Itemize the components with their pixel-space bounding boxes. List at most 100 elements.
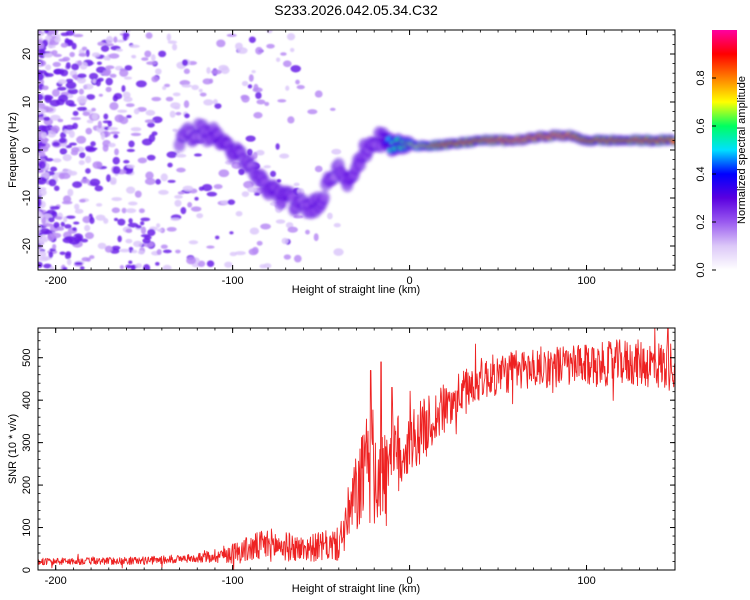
noise-blob	[88, 147, 98, 151]
noise-blob	[52, 243, 57, 250]
noise-blob	[78, 88, 84, 95]
colorbar-tick-label: 0.6	[695, 118, 707, 133]
y-tick-label: 300	[21, 433, 33, 451]
noise-blob	[175, 249, 181, 254]
noise-blob	[128, 140, 135, 148]
noise-blob	[65, 81, 77, 89]
noise-blob	[65, 215, 76, 219]
noise-blob	[307, 109, 318, 115]
noise-blob	[103, 55, 110, 61]
noise-blob	[174, 194, 183, 199]
noise-blob	[76, 95, 88, 104]
noise-blob	[255, 91, 262, 100]
noise-blob	[122, 35, 128, 41]
noise-blob	[155, 261, 160, 266]
noise-blob	[144, 50, 152, 58]
y-tick-label: 400	[21, 391, 33, 409]
noise-blob	[72, 181, 83, 189]
noise-blob	[218, 169, 230, 178]
noise-blob	[53, 68, 65, 75]
noise-blob	[175, 153, 187, 158]
noise-blob	[95, 203, 103, 207]
noise-blob	[296, 84, 305, 90]
noise-blob	[111, 207, 121, 214]
snr-x-axis: -200 -100 0 100	[37, 328, 676, 587]
noise-blob	[289, 47, 295, 53]
noise-blob	[252, 151, 258, 160]
noise-blob	[206, 66, 211, 74]
noise-blob	[74, 208, 84, 214]
noise-blob	[60, 42, 68, 48]
y-tick-label: -10	[21, 190, 33, 206]
snr-x-label: Height of straight line (km)	[292, 583, 420, 595]
noise-blob	[326, 212, 333, 220]
noise-blob	[89, 216, 95, 225]
noise-blob	[264, 101, 270, 106]
noise-blob	[40, 137, 49, 143]
noise-blob	[127, 201, 138, 206]
noise-blob	[203, 99, 214, 106]
noise-blob	[95, 214, 106, 221]
noise-blob	[43, 116, 51, 121]
noise-blob	[305, 229, 310, 235]
noise-blob	[62, 154, 72, 162]
noise-blob	[38, 108, 47, 114]
noise-blob	[38, 198, 42, 207]
noise-blob	[197, 260, 206, 267]
noise-blob	[113, 134, 119, 139]
noise-blob	[275, 143, 280, 150]
noise-blob	[251, 70, 256, 74]
noise-blob	[121, 85, 126, 93]
noise-blob	[247, 84, 253, 89]
noise-blob	[144, 119, 155, 124]
noise-blob	[53, 185, 60, 192]
noise-blob	[38, 61, 42, 68]
noise-blob	[67, 188, 74, 197]
noise-blob	[150, 54, 156, 62]
noise-blob	[166, 226, 177, 232]
noise-blob	[121, 30, 131, 33]
noise-blob	[38, 39, 43, 44]
noise-blob	[287, 116, 295, 124]
x-tick-label: 100	[577, 275, 595, 287]
colorbar-label: Normalized spectral amplitude	[736, 76, 748, 224]
noise-blob	[224, 261, 233, 268]
noise-blob	[57, 118, 64, 123]
noise-blob	[167, 179, 176, 183]
noise-blob	[151, 96, 162, 102]
noise-blob	[151, 75, 159, 83]
noise-blob	[63, 216, 68, 223]
noise-blob	[266, 43, 275, 49]
noise-blob	[117, 109, 128, 113]
noise-blob	[124, 65, 133, 71]
noise-blob	[98, 93, 103, 97]
noise-blob	[173, 106, 181, 110]
colorbar-scale	[712, 30, 737, 270]
noise-blob	[162, 249, 172, 254]
noise-blob	[314, 90, 323, 98]
noise-blob	[85, 168, 91, 174]
noise-blob	[65, 62, 71, 69]
noise-blob	[245, 135, 256, 142]
noise-blob	[39, 70, 47, 74]
noise-blob	[146, 154, 156, 161]
noise-blob	[314, 165, 323, 173]
noise-blob	[84, 224, 91, 232]
noise-blob	[85, 127, 93, 135]
noise-blob	[109, 177, 117, 185]
noise-blob	[110, 131, 120, 135]
noise-blob	[126, 114, 132, 119]
noise-blob	[97, 120, 102, 129]
noise-blob	[247, 186, 257, 193]
noise-blob	[125, 238, 133, 244]
noise-blob	[89, 178, 101, 187]
noise-blob	[109, 102, 119, 111]
noise-blob	[79, 198, 86, 203]
noise-blob	[177, 191, 185, 195]
noise-blob	[84, 232, 94, 240]
noise-blob	[73, 33, 84, 38]
snr-y-axis: 0 100 200 300 400 500	[21, 331, 675, 573]
noise-blob	[156, 248, 162, 256]
noise-blob	[100, 132, 106, 141]
noise-blob	[60, 172, 71, 180]
